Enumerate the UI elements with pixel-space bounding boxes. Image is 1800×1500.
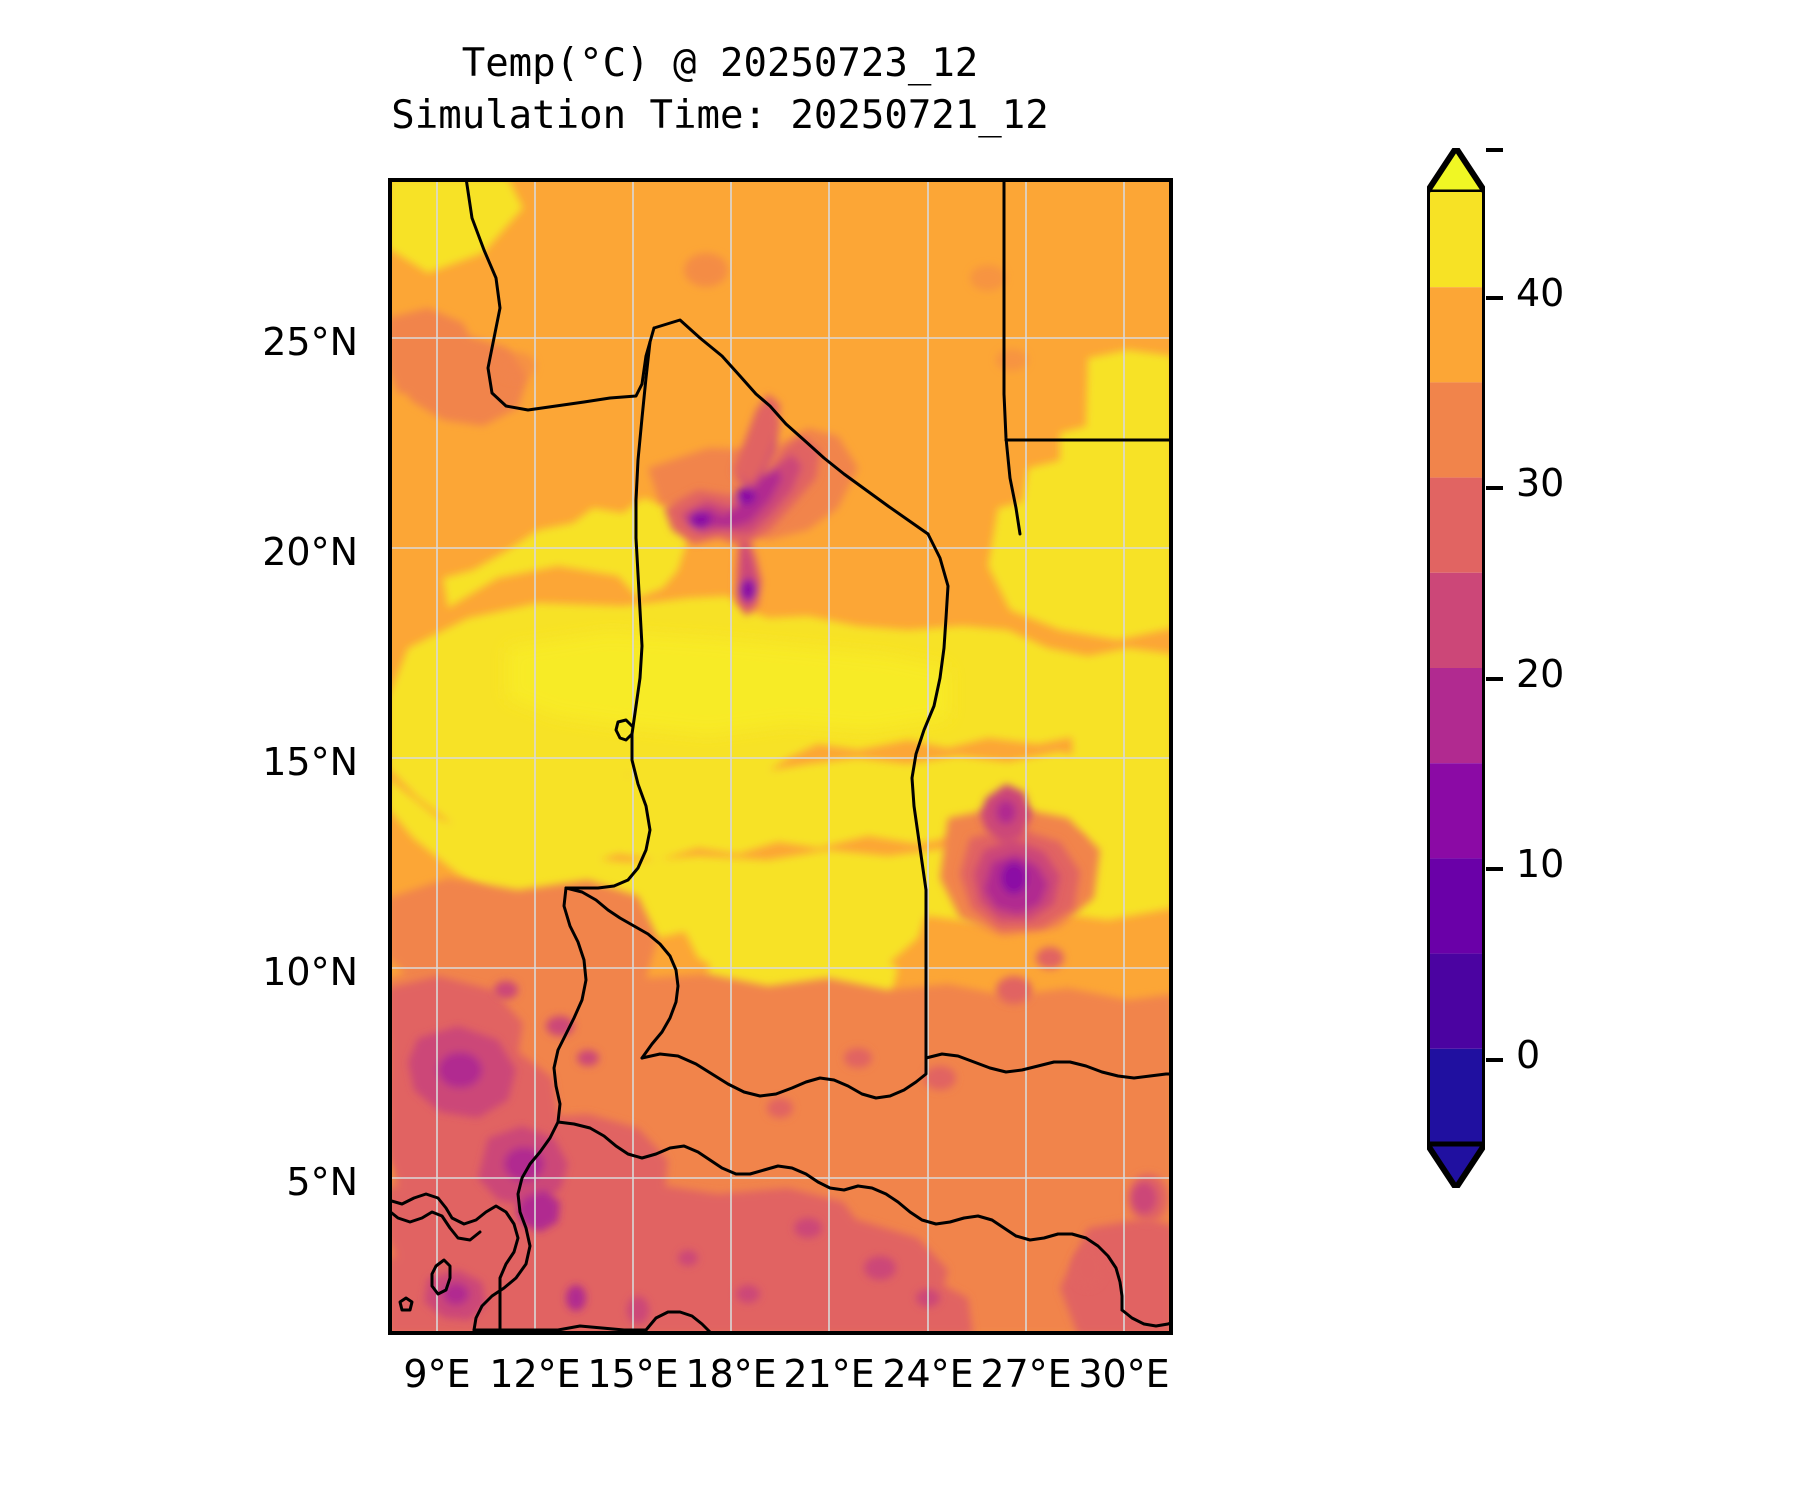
cb-tickmark-30	[1486, 486, 1503, 490]
colorbar[interactable]	[1427, 148, 1485, 1188]
ytick-label-5N: 5°N	[286, 1160, 358, 1204]
country-borders	[388, 178, 1173, 1335]
colorbar-band-20-25	[1427, 572, 1485, 668]
temperature-field	[388, 178, 1173, 1335]
cb-tick-label-40: 40	[1516, 271, 1565, 315]
xtick-label-21E: 21°E	[783, 1352, 875, 1396]
xtick-label-18E: 18°E	[685, 1352, 777, 1396]
xtick-label-15E: 15°E	[587, 1352, 679, 1396]
ytick-label-15N: 15°N	[262, 740, 358, 784]
xtick-label-24E: 24°E	[882, 1352, 974, 1396]
cb-tick-label-10: 10	[1516, 842, 1565, 886]
colorbar-band-40-45	[1427, 192, 1485, 288]
xtick-label-27E: 27°E	[980, 1352, 1072, 1396]
colorbar-under-arrow	[1427, 1141, 1485, 1188]
cb-tick-label-0: 0	[1516, 1033, 1541, 1077]
figure-title: Temp(°C) @ 20250723_12 Simulation Time: …	[0, 38, 1440, 142]
colorbar-band-30-35	[1427, 382, 1485, 478]
colorbar-band-0-5	[1427, 953, 1485, 1049]
figure-title-line2: Simulation Time: 20250721_12	[391, 93, 1049, 138]
colorbar-band-15-20	[1427, 668, 1485, 764]
cb-tickmark-40	[1486, 296, 1503, 300]
colorbar-over-arrow	[1427, 148, 1485, 195]
cb-tickmark-20	[1486, 677, 1503, 681]
cb-tick-label-20: 20	[1516, 652, 1565, 696]
cb-tickmark-10	[1486, 867, 1503, 871]
xtick-label-9E: 9°E	[403, 1352, 471, 1396]
xtick-label-30E: 30°E	[1078, 1352, 1170, 1396]
ytick-label-20N: 20°N	[262, 530, 358, 574]
colorbar-band-25-30	[1427, 477, 1485, 573]
figure-title-line1: Temp(°C) @ 20250723_12	[461, 41, 979, 86]
xtick-label-12E: 12°E	[489, 1352, 581, 1396]
colorbar-band-5-10	[1427, 858, 1485, 954]
cb-tick-label-30: 30	[1516, 461, 1565, 505]
map-gridlines	[388, 178, 1173, 1335]
colorbar-band-10-15	[1427, 763, 1485, 859]
cb-tickmark-0	[1486, 1058, 1503, 1062]
ytick-label-10N: 10°N	[262, 950, 358, 994]
map-plot-area[interactable]	[388, 178, 1173, 1335]
colorbar-band-35-40	[1427, 287, 1485, 383]
ytick-label-25N: 25°N	[262, 320, 358, 364]
colorbar-band-n5-0	[1427, 1048, 1485, 1144]
